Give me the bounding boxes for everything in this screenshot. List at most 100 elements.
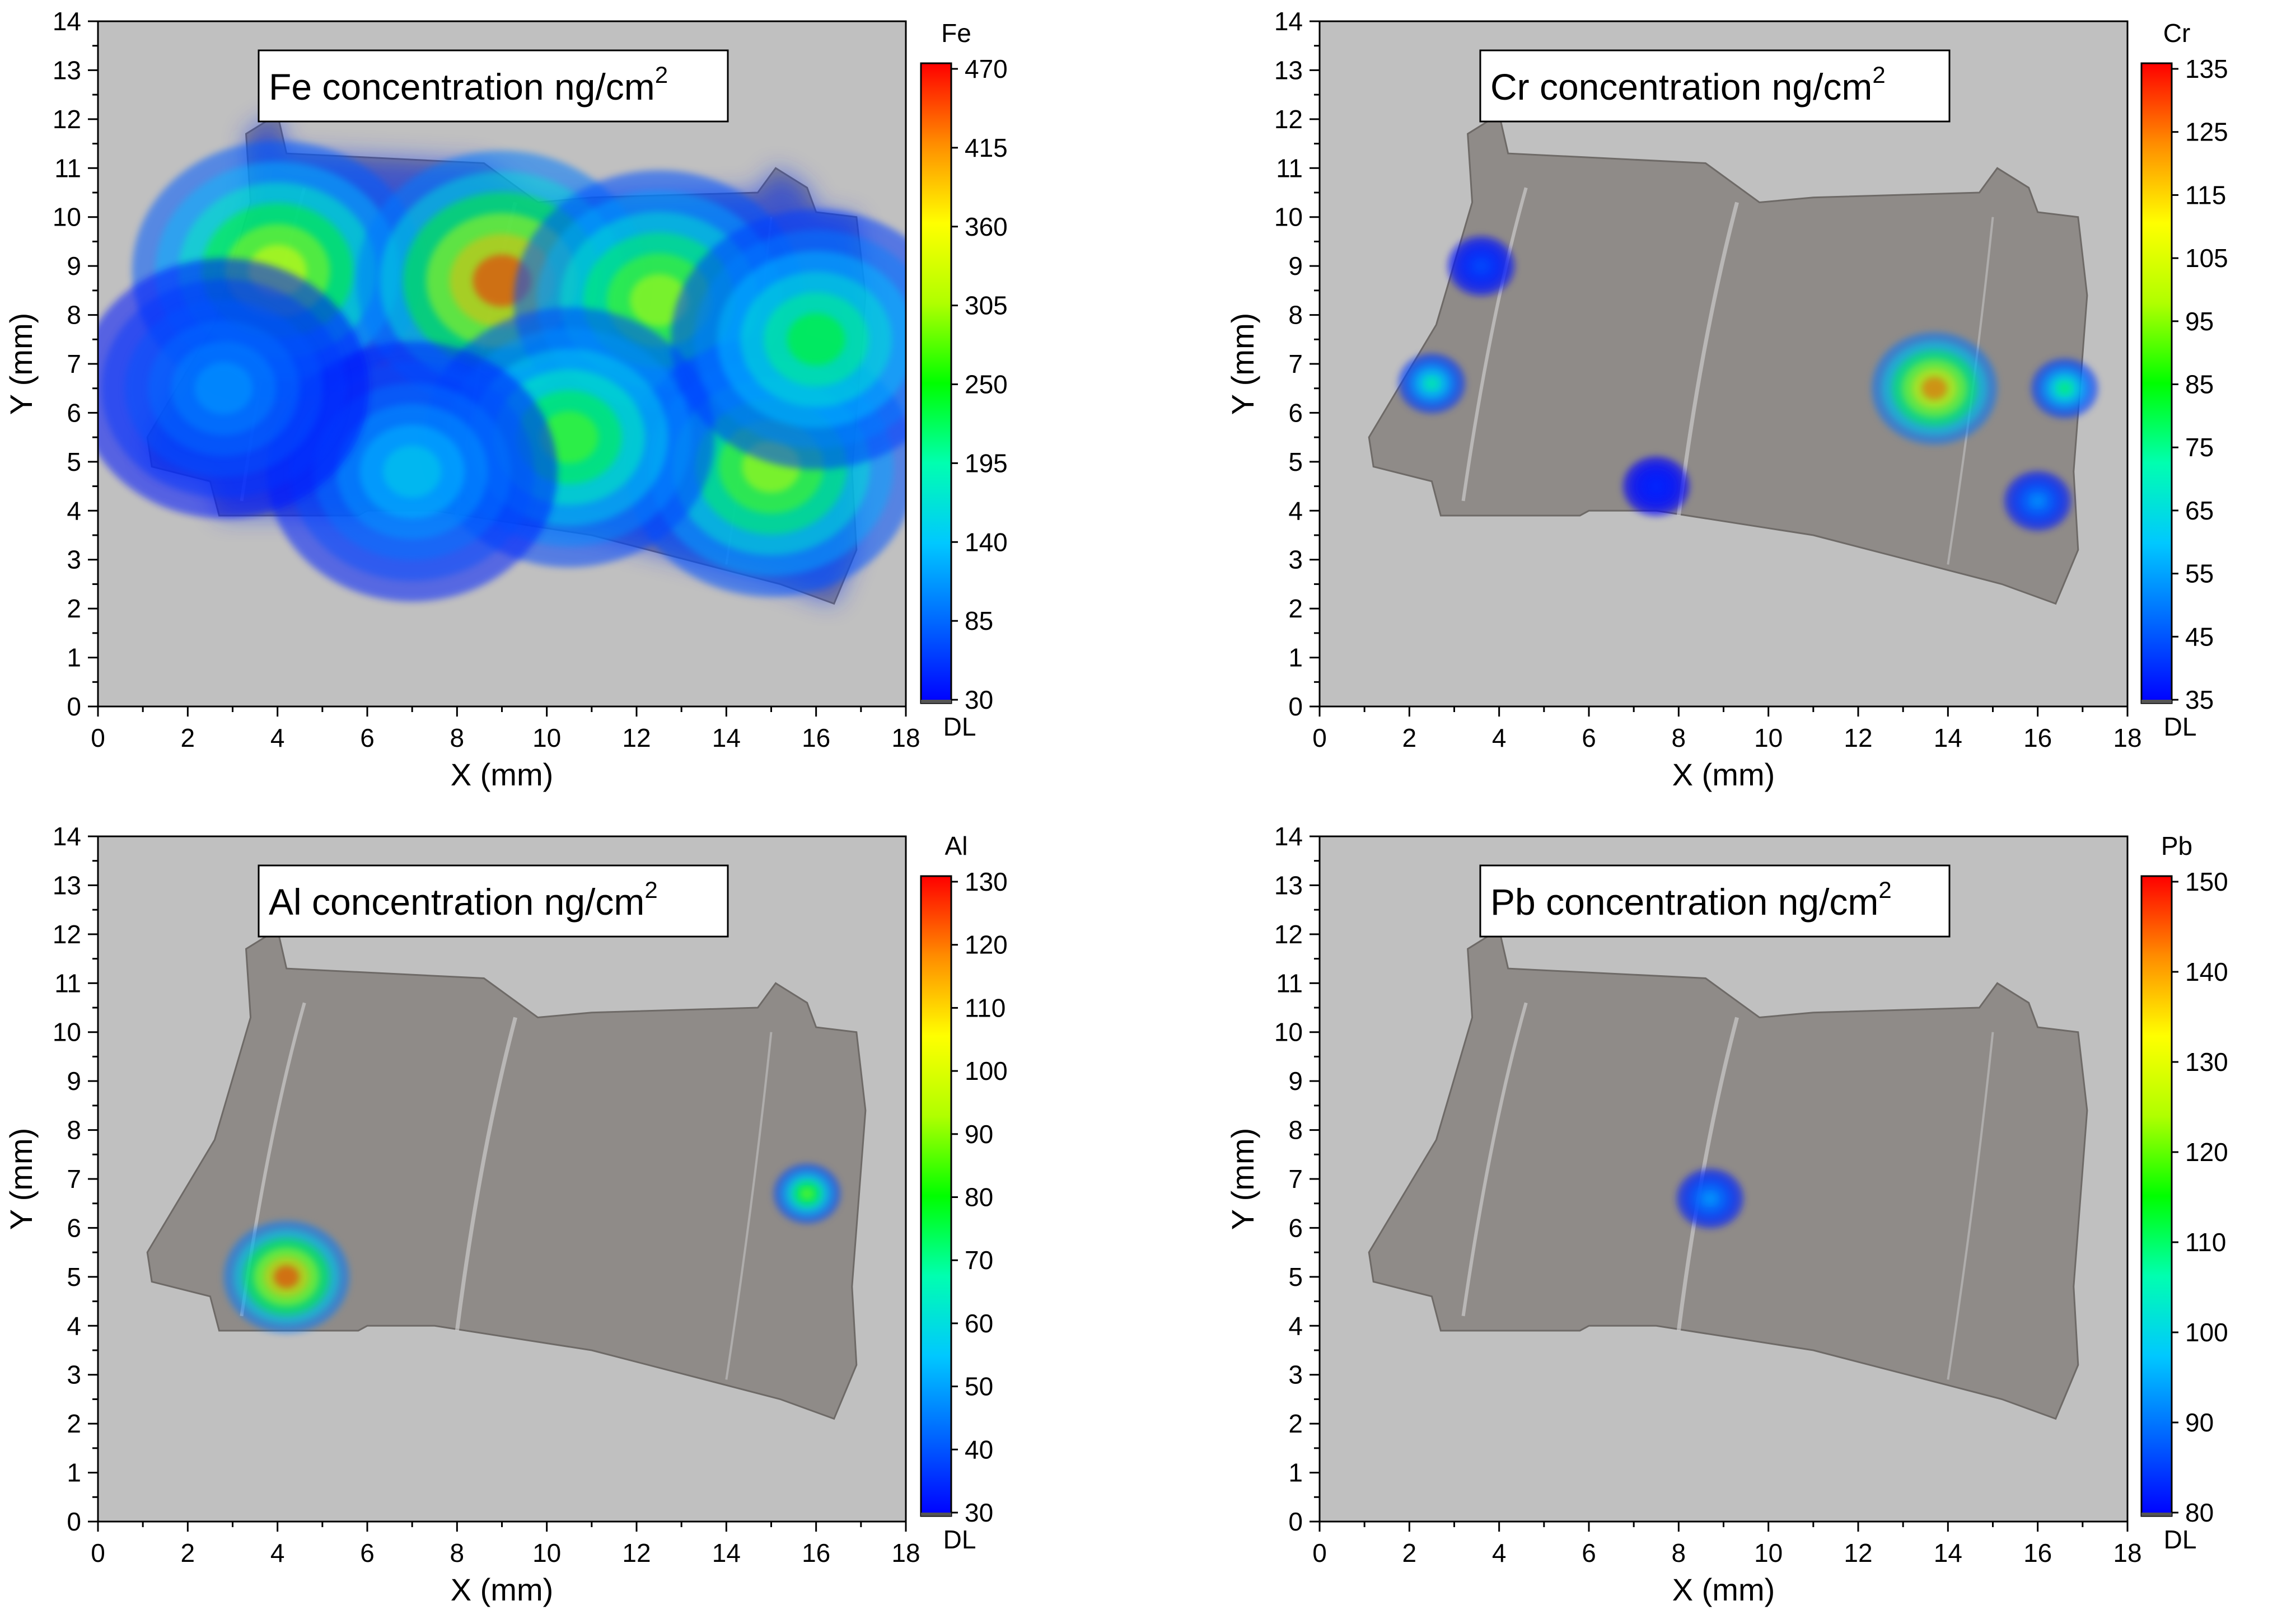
x-tick-label: 8	[1672, 723, 1686, 752]
x-tick-label: 0	[91, 723, 105, 752]
colorbar-tick-label: 250	[965, 370, 1008, 399]
chart-panels: 0 2 4 6 8 10 12 14 16 18X (mm) 0123456789101112131…	[3, 7, 2228, 1607]
x-tick-label: 14	[712, 1538, 741, 1567]
x-tick-label: 2	[181, 1538, 195, 1567]
x-tick-label: 16	[2023, 723, 2052, 752]
chart-panel-al: 0 2 4 6 8 10 12 14 16 18X (mm)0123456789101112131…	[3, 822, 1008, 1607]
colorbar-tick-label: 60	[965, 1309, 993, 1338]
x-tick-label: 18	[891, 723, 920, 752]
x-tick-label: 6	[1582, 1538, 1596, 1567]
colorbar-dl-band	[2141, 700, 2172, 703]
y-tick-label: 3	[67, 1360, 81, 1389]
y-tick-label: 8	[1288, 1116, 1303, 1145]
y-tick-label: 9	[67, 1066, 81, 1096]
x-tick-label: 10	[532, 1538, 561, 1567]
y-tick-label: 9	[67, 251, 81, 280]
colorbar-tick-label: 105	[2185, 244, 2228, 273]
heatmap-hotspot	[1474, 260, 1488, 272]
colorbar: Al 30 40 50 60 70 80 90 100 110 120 130 DL	[920, 831, 1008, 1554]
colorbar-gradient	[2140, 875, 2173, 1517]
title-box	[258, 49, 729, 123]
title-text: Pb concentration ng/cm2	[1490, 877, 1892, 923]
title-text: Fe concentration ng/cm2	[269, 62, 668, 107]
heatmap-hotspot	[630, 274, 689, 326]
colorbar-tick-label: 80	[2185, 1498, 2214, 1527]
y-tick-label: 7	[1288, 1164, 1303, 1194]
x-tick-label: 0	[91, 1538, 105, 1567]
colorbar-tick-label: 115	[2185, 180, 2226, 209]
y-tick-label: 2	[1288, 1409, 1303, 1438]
chart-panel-pb: 0 2 4 6 8 10 12 14 16 18X (mm)0123456789101112131…	[1225, 822, 2228, 1607]
colorbar-tick-label: 120	[965, 930, 1008, 960]
y-tick-label: 14	[53, 822, 81, 851]
y-tick-label: 0	[1288, 692, 1303, 721]
x-tick-label: 18	[2113, 723, 2141, 752]
x-tick-label: 14	[1934, 1538, 1962, 1567]
y-tick-label: 11	[54, 968, 81, 998]
x-tick-label: 12	[1844, 723, 1872, 752]
title-superscript: 2	[644, 877, 657, 903]
sample-fold-line	[1676, 1017, 1739, 1331]
y-axis-label: Y (mm)	[3, 1128, 39, 1230]
x-tick-label: 0	[1312, 1538, 1327, 1567]
x-tick-label: 4	[270, 1538, 285, 1567]
x-tick-label: 2	[1402, 723, 1417, 752]
y-tick-label: 12	[1274, 920, 1303, 949]
x-axis: 0 2 4 6 8 10 12 14 16 18 X (mm)	[91, 706, 920, 792]
heatmap-hotspot	[1649, 480, 1663, 493]
sample-fold-line	[1461, 1002, 1528, 1317]
colorbar-tick-label: 130	[965, 867, 1008, 896]
colorbar-gradient	[2140, 62, 2173, 704]
x-tick-label: 18	[891, 1538, 920, 1567]
colorbar-dl-band	[2141, 1513, 2172, 1516]
y-tick-label: 12	[53, 920, 81, 949]
chart-title: Cr concentration ng/cm2	[1479, 49, 1951, 123]
colorbar-tick-label: 150	[2185, 867, 2228, 896]
colorbar-label: Al	[945, 831, 968, 860]
y-tick-label: 10	[53, 203, 81, 232]
sample-image	[1368, 113, 2088, 605]
colorbar-tick-label: 70	[965, 1246, 993, 1275]
colorbar-label: Fe	[941, 18, 971, 48]
colorbar-tick-label: 135	[2185, 54, 2228, 83]
y-tick-label: 2	[1288, 594, 1303, 623]
x-axis: 0 2 4 6 8 10 12 14 16 18 X (mm)	[1312, 1522, 2142, 1607]
heatmap-hotspot	[383, 445, 442, 498]
y-tick-label: 5	[67, 1262, 81, 1291]
colorbar-label: Pb	[2161, 831, 2192, 860]
colorbar-tick-label: 110	[965, 993, 1006, 1022]
y-tick-label: 5	[1288, 447, 1303, 476]
x-tick-label: 2	[1402, 1538, 1417, 1567]
y-tick-label: 9	[1288, 1066, 1303, 1096]
y-tick-label: 4	[1288, 1311, 1303, 1340]
y-tick-label: 7	[67, 1164, 81, 1194]
heatmap-hotspot	[2031, 495, 2045, 507]
colorbar-min-label: DL	[943, 712, 976, 741]
y-tick-label: 2	[67, 1409, 81, 1438]
colorbar-tick-label: 35	[2185, 685, 2214, 714]
y-tick-label: 8	[1288, 301, 1303, 330]
colorbar-tick-label: 130	[2185, 1047, 2228, 1077]
colorbar-tick-label: 65	[2185, 496, 2214, 525]
sample-fold-line	[455, 1017, 517, 1331]
colorbar-tick-label: 90	[965, 1120, 993, 1149]
x-tick-label: 4	[1492, 723, 1507, 752]
y-tick-label: 0	[67, 692, 81, 721]
title-text: Al concentration ng/cm2	[269, 877, 658, 923]
colorbar-tick-label: 90	[2185, 1408, 2214, 1437]
y-tick-label: 5	[1288, 1262, 1303, 1291]
heatmap-hotspot	[1703, 1192, 1717, 1205]
y-tick-label: 14	[53, 7, 81, 36]
x-tick-label: 8	[1672, 1538, 1686, 1567]
y-tick-label: 2	[67, 594, 81, 623]
y-tick-label: 12	[53, 105, 81, 134]
x-tick-label: 16	[2023, 1538, 2052, 1567]
y-tick-label: 1	[67, 643, 81, 672]
y-tick-label: 6	[67, 1213, 81, 1242]
colorbar-tick-label: 40	[965, 1435, 993, 1464]
heatmap-hotspot	[800, 1187, 814, 1200]
colorbar-tick-label: 85	[2185, 370, 2214, 399]
